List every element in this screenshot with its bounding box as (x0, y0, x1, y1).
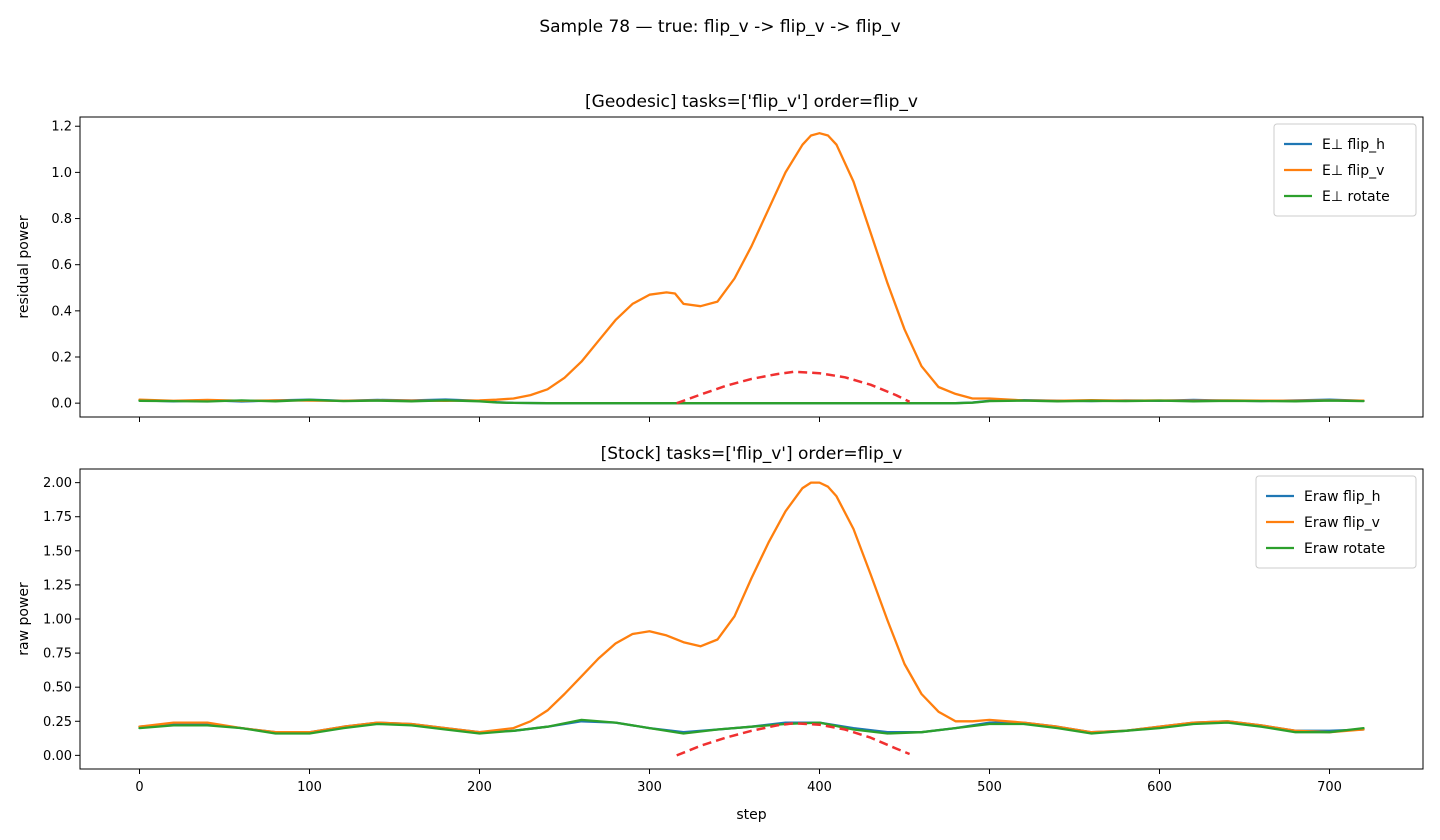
geodesic-panel: [Geodesic] tasks=['flip_v'] order=flip_v… (16, 92, 1424, 422)
geodesic-legend-box (1273, 123, 1417, 217)
stock-ytick-label: 0.00 (43, 749, 72, 764)
geodesic-legend: E⊥ flip_h E⊥ flip_v E⊥ rotate (1273, 123, 1417, 217)
stock-panel: [Stock] tasks=['flip_v'] order=flip_v 0 10… (16, 444, 1424, 823)
geodesic-ytick-label: 1.0 (51, 166, 72, 181)
geodesic-axes-frame (79, 116, 1424, 418)
stock-xtick-label: 600 (1147, 780, 1172, 795)
stock-ylabel: raw power (16, 582, 32, 656)
stock-series-line-1 (138, 481, 1365, 734)
stock-xtick-label: 500 (977, 780, 1002, 795)
stock-xtick-label: 0 (135, 780, 143, 795)
stock-legend-box (1255, 475, 1417, 569)
stock-dashed-reference-curve (676, 722, 911, 757)
geodesic-ytick-label: 0.0 (51, 397, 72, 412)
stock-legend-label: Eraw flip_h (1304, 489, 1381, 505)
geodesic-series-line-2 (138, 398, 1365, 405)
geodesic-legend-label: E⊥ rotate (1322, 189, 1390, 205)
stock-legend-label: Eraw flip_v (1304, 515, 1380, 531)
stock-plot-area (138, 481, 1365, 757)
geodesic-panel-title: [Geodesic] tasks=['flip_v'] order=flip_v (585, 92, 918, 112)
stock-ytick-label: 1.00 (43, 613, 72, 628)
stock-xtick-label: 100 (297, 780, 322, 795)
stock-xtick-label: 700 (1317, 780, 1342, 795)
geodesic-ytick-label: 0.8 (51, 212, 72, 227)
stock-panel-title: [Stock] tasks=['flip_v'] order=flip_v (601, 444, 903, 464)
geodesic-legend-label: E⊥ flip_v (1322, 163, 1384, 179)
stock-ytick-label: 1.50 (43, 544, 72, 559)
stock-ytick-label: 1.75 (43, 510, 72, 525)
stock-ytick-label: 1.25 (43, 578, 72, 593)
geodesic-ylabel: residual power (16, 215, 32, 318)
stock-xtick-label: 300 (637, 780, 662, 795)
figure-suptitle: Sample 78 — true: flip_v -> flip_v -> fl… (539, 17, 900, 37)
geodesic-plot-area (138, 132, 1365, 405)
stock-series-line-2 (138, 718, 1365, 735)
geodesic-legend-label: E⊥ flip_h (1322, 137, 1385, 153)
stock-ytick-label: 2.00 (43, 476, 72, 491)
stock-legend: Eraw flip_h Eraw flip_v Eraw rotate (1255, 475, 1417, 569)
stock-ytick-label: 0.50 (43, 681, 72, 696)
stock-legend-label: Eraw rotate (1304, 541, 1385, 557)
stock-ytick-label: 0.75 (43, 647, 72, 662)
geodesic-ytick-label: 0.2 (51, 351, 72, 366)
stock-xtick-label: 200 (467, 780, 492, 795)
stock-xtick-label: 400 (807, 780, 832, 795)
geodesic-ytick-label: 0.4 (51, 304, 72, 319)
geodesic-ytick-label: 0.6 (51, 258, 72, 273)
stock-xlabel: step (736, 807, 766, 823)
geodesic-ytick-label: 1.2 (51, 120, 72, 135)
geodesic-dashed-reference-curve (676, 370, 911, 405)
stock-ytick-label: 0.25 (43, 715, 72, 730)
